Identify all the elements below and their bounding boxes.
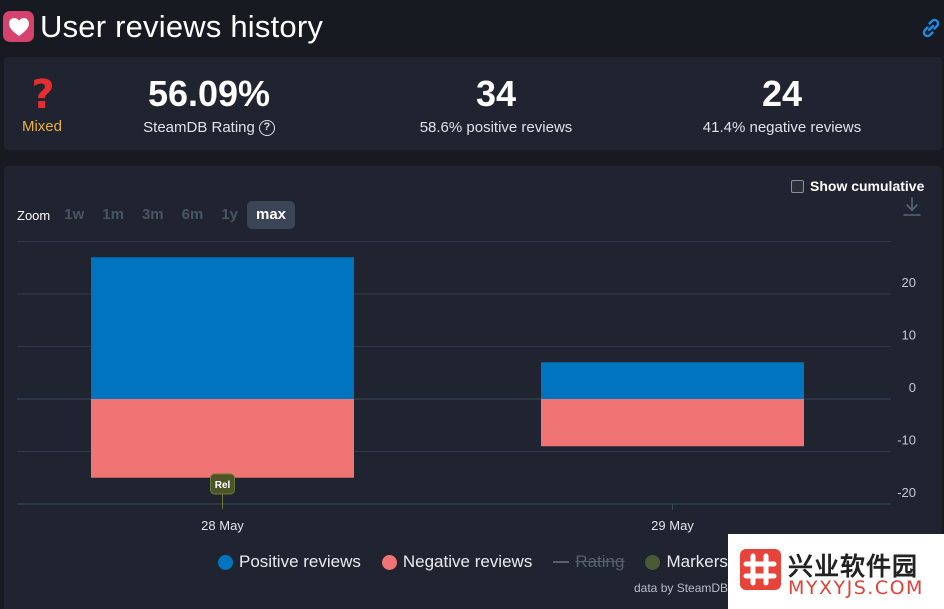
page-header: User reviews history (0, 0, 944, 56)
page-title: User reviews history (40, 9, 324, 44)
bar-positive-reviews (541, 362, 804, 399)
legend-positive-swatch (218, 554, 233, 570)
verdict-label: Mixed (21, 118, 62, 135)
chart-panel: Show cumulative Zoom 1w 1m 3m 6m 1y max … (4, 166, 942, 609)
legend-markers-label: Markers (666, 552, 728, 571)
positive-count: 34 (475, 73, 517, 114)
watermark-domain: MYXYJS.COM (788, 577, 924, 599)
download-icon[interactable] (902, 196, 922, 218)
zoom-1m-button[interactable]: 1m (102, 206, 124, 223)
negative-reviews-stat: 24 41.4% negative reviews (682, 73, 882, 137)
show-cumulative-toggle[interactable]: Show cumulative (791, 178, 924, 194)
question-mark-icon: ? (31, 72, 55, 118)
steamdb-rating-stat: 56.09% SteamDB Rating ? (109, 74, 309, 136)
link-icon[interactable] (920, 17, 942, 39)
rating-caption: SteamDB Rating ? (109, 119, 309, 136)
marker-badge (210, 473, 235, 495)
legend-positive-label: Positive reviews (239, 552, 361, 571)
legend-negative-swatch (381, 554, 397, 570)
heart-icon (3, 11, 34, 42)
positive-reviews-stat: 34 58.6% positive reviews (396, 73, 596, 137)
y-tick-label: 10 (902, 328, 916, 343)
marker-label: Rel (215, 480, 231, 491)
zoom-1y-button[interactable]: 1y (221, 206, 238, 223)
bar-negative-reviews (91, 399, 354, 478)
zoom-3m-button[interactable]: 3m (141, 206, 164, 223)
zoom-1w-button[interactable]: 1w (64, 206, 85, 223)
watermark-chinese-text: 兴业软件园 (788, 552, 919, 581)
y-tick-label: 0 (909, 380, 916, 395)
data-credit[interactable]: data by SteamDB (634, 581, 729, 595)
rating-value: 56.09% (147, 73, 271, 114)
rating-summary: ? Mixed 56.09% SteamDB Rating ? 34 58.6%… (4, 57, 942, 150)
zoom-6m-button[interactable]: 6m (181, 206, 204, 223)
y-tick-label: -20 (897, 485, 916, 500)
zoom-label: Zoom (17, 207, 51, 223)
zoom-controls: Zoom 1w 1m 3m 6m 1y max (17, 201, 296, 229)
site-watermark: 兴业软件园 MYXYJS.COM (728, 534, 944, 609)
y-tick-label: 20 (902, 275, 916, 290)
bar-positive-reviews (91, 257, 354, 399)
y-tick-label: -10 (897, 433, 916, 448)
legend-rating-label: Rating (575, 552, 625, 571)
legend-negative[interactable]: Negative reviews (381, 552, 533, 572)
bar-negative-reviews (541, 399, 804, 447)
zoom-max-button[interactable]: max (247, 201, 296, 229)
x-tick-label: 28 May (201, 518, 244, 533)
cumulative-checkbox[interactable] (791, 179, 804, 193)
chart-legend: Positive reviews Negative reviews Rating… (218, 552, 749, 572)
x-tick-label: 29 May (651, 518, 694, 533)
rating-label: SteamDB Rating (143, 119, 255, 136)
watermark-logo (740, 549, 781, 590)
legend-markers-swatch (645, 554, 661, 570)
legend-positive[interactable]: Positive reviews (218, 552, 361, 572)
positive-label: 58.6% positive reviews (419, 119, 573, 136)
negative-label: 41.4% negative reviews (702, 119, 862, 136)
help-icon[interactable]: ? (258, 119, 275, 136)
legend-negative-label: Negative reviews (402, 552, 533, 571)
negative-count: 24 (761, 73, 803, 114)
legend-markers[interactable]: Markers (645, 552, 728, 572)
legend-rating[interactable]: Rating (553, 552, 624, 572)
legend-rating-swatch (553, 561, 570, 563)
reviews-chart: 20 10 0 -10 -20 28 May Rel 29 May (17, 241, 916, 533)
show-cumulative-label: Show cumulative (810, 178, 925, 194)
